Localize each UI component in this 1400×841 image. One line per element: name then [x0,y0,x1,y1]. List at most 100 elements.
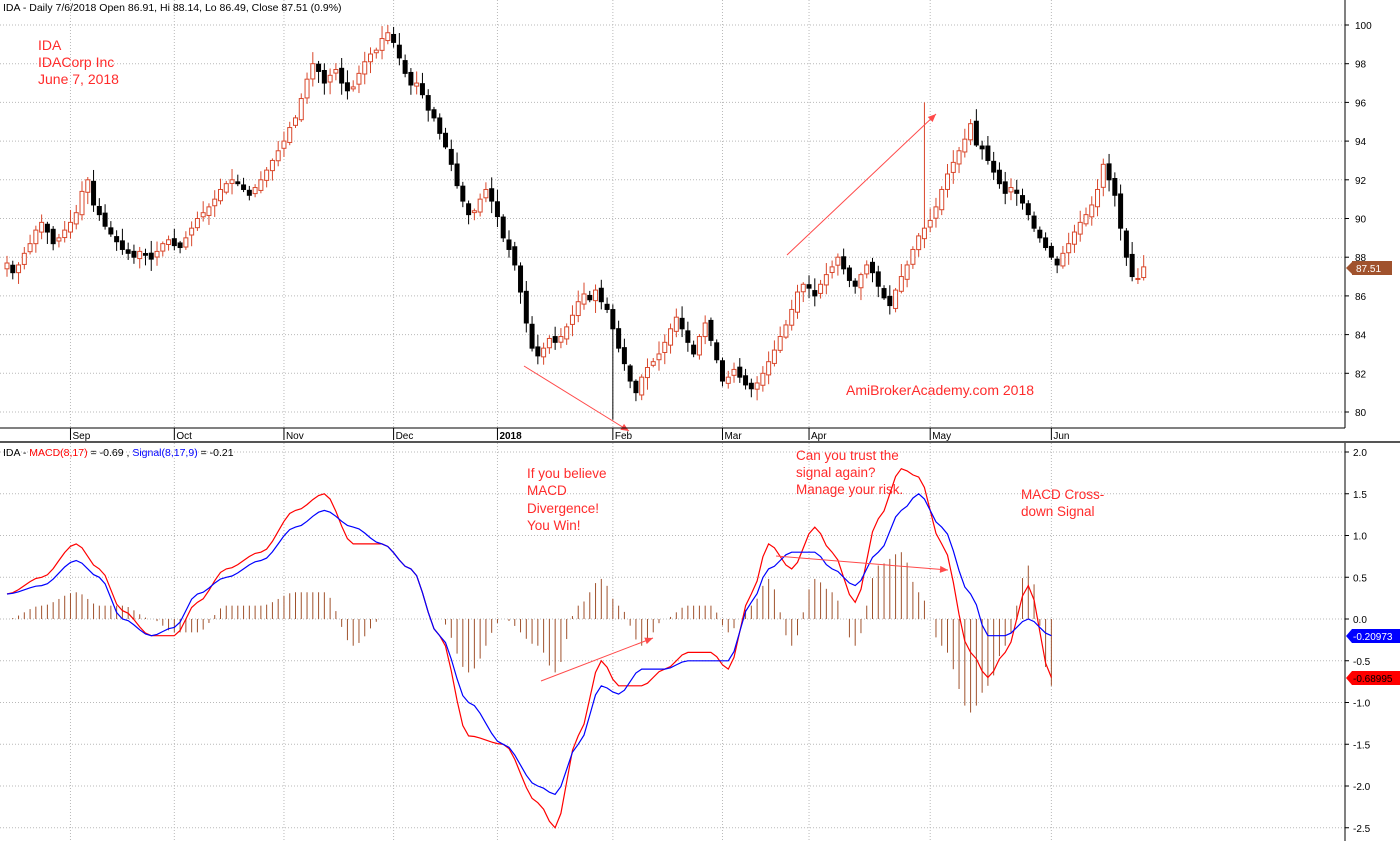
candle-down [396,44,402,59]
candle-down [535,346,541,357]
annotation-crossdown: MACD Cross- down Signal [1021,487,1108,519]
candle-up [864,264,870,275]
macd-y-ticks: 2.0 1.5 1.0 0.5 0.0 -0.5 -1.0 -1.5 -2.0 -2.5 [1345,448,1371,835]
candle-up [223,183,229,193]
candle-down [1112,178,1118,196]
candle-up [593,289,599,302]
candle-up [668,328,674,346]
candle-down [114,236,120,243]
candle-down [125,249,131,254]
annotation-trust: Can you trust the signal again? Manage y… [796,448,903,497]
candle-down [494,201,500,218]
macd-y-tick-label: -2.5 [1353,824,1371,835]
candle-up [639,376,645,396]
price-up-arrow [786,113,937,256]
candle-down [50,228,56,245]
macd-trend-arrow-head [939,565,948,573]
macd-y-tick-label: -1.0 [1353,699,1371,710]
candle-up [471,210,477,214]
candle-up [229,179,235,184]
price-down-arrow [523,365,630,432]
candle-down [425,95,431,111]
candle-up [200,212,206,218]
candle-up [212,198,218,207]
candle-up [777,336,783,351]
candle-down [96,205,102,216]
price-x-tick-label: Oct [176,431,192,442]
candle-up [287,127,293,143]
candle-up [673,316,679,332]
candle-up [818,283,824,294]
candle-down [852,280,858,287]
candle-up [194,218,200,229]
candle-up [154,250,160,258]
price-x-tick-label: Nov [286,431,304,442]
price-x-tick-label: Dec [396,431,414,442]
candle-up [950,161,956,173]
candle-down [1129,253,1135,278]
price-x-ticks: Sep Oct Nov Dec 2018 Feb Mar Apr May Jun [69,428,1069,442]
candle-up [258,179,264,191]
candle-down [587,294,593,301]
candle-up [414,82,420,87]
candle-down [171,238,177,247]
candle-up [546,337,552,349]
price-y-tick-label: 94 [1355,137,1367,148]
candle-down [529,323,535,349]
macd-header-prefix: IDA - [3,447,29,459]
candle-up [569,314,575,325]
last-price-value: 87.51 [1356,264,1381,275]
candle-down [466,203,472,216]
price-candles [4,25,1147,420]
candle-up [333,69,339,74]
price-y-tick-label: 96 [1355,98,1367,109]
candle-up [79,190,85,216]
macd-arrows [540,555,949,682]
candle-up [927,219,933,228]
candle-down [1037,229,1043,239]
candle-up [368,53,374,63]
candle-up [921,227,927,240]
candle-down [627,365,633,382]
candle-down [552,336,558,343]
candle-down [177,242,183,249]
price-y-tick-label: 84 [1355,331,1367,342]
candle-up [945,173,951,190]
candle-down [973,120,979,146]
candle-up [1008,187,1014,193]
candle-down [812,290,818,297]
candle-up [558,336,564,343]
price-x-tick-label: May [932,431,951,442]
macd-y-tick-label: 1.0 [1353,532,1367,543]
candle-up [252,187,258,195]
macd-value-badge: -0.68995 [1346,671,1400,685]
candle-up [789,308,795,326]
candle-down [460,185,466,202]
candle-up [483,188,489,199]
price-y-tick-label: 80 [1355,408,1367,419]
candle-up [85,179,91,193]
macd-y-tick-label: 2.0 [1353,448,1367,459]
price-y-tick-label: 100 [1355,21,1372,32]
candle-down [1043,237,1049,249]
macd-y-tick-label: -1.5 [1353,740,1371,751]
candle-up [794,291,800,313]
candle-up [754,382,760,390]
candle-up [760,372,766,386]
candle-down [604,303,610,310]
price-y-ticks: 80 82 84 86 88 90 92 94 96 98 100 [1345,21,1372,419]
candle-up [823,274,829,286]
candle-up [662,341,668,353]
candle-up [206,206,212,216]
candle-up [293,117,298,126]
candle-down [10,264,16,274]
macd-header-label: MACD(8,17) [29,447,87,459]
candle-up [1077,221,1083,235]
candle-down [500,216,506,239]
macd-trend-arrow [775,555,949,571]
price-arrows [523,113,937,432]
candle-up [385,32,391,42]
candle-up [783,324,789,338]
price-y-tick-label: 86 [1355,292,1367,303]
candle-up [731,368,737,376]
